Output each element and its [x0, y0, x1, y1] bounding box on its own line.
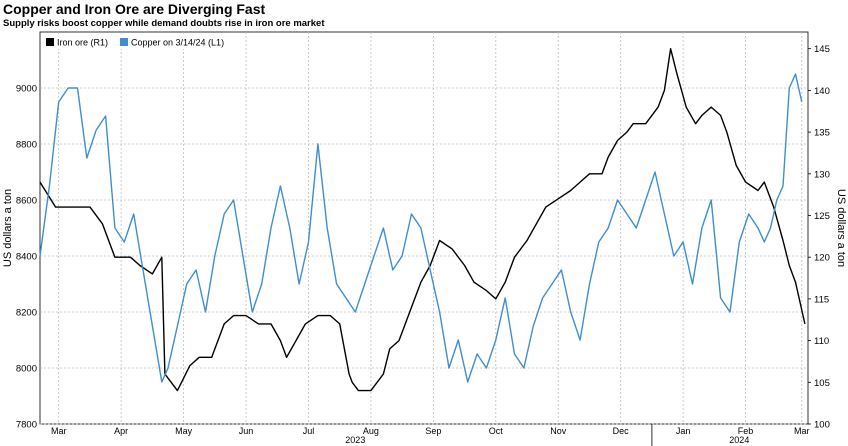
right-tick-label: 115	[814, 294, 829, 305]
month-tick-label: Apr	[114, 426, 128, 436]
right-tick-label: 125	[814, 211, 830, 222]
month-tick-label: Mar	[794, 426, 810, 436]
chart-title: Copper and Iron Ore are Diverging Fast	[3, 1, 266, 17]
right-tick-label: 100	[814, 420, 830, 431]
plot-area	[39, 31, 809, 425]
left-tick-label: 8600	[16, 196, 37, 207]
month-tick-label: Jan	[676, 426, 691, 436]
right-tick-label: 105	[814, 378, 830, 389]
left-axis-label: US dollars a ton	[2, 189, 14, 267]
month-tick-label: Sep	[425, 426, 441, 436]
month-tick-label: Jul	[303, 426, 315, 436]
month-tick-label: Aug	[363, 426, 379, 436]
month-tick-label: Dec	[613, 426, 630, 436]
left-tick-label: 8000	[16, 364, 37, 375]
month-tick-label: May	[175, 426, 193, 436]
legend-swatch-copper	[120, 38, 128, 46]
month-tick-label: Nov	[550, 426, 567, 436]
x-axis-ticks: Mar Apr May Jun Jul Aug Sep Oct Nov Dec Jan Feb Mar 2…	[51, 424, 810, 446]
right-tick-label: 110	[814, 336, 829, 347]
year-label: 2023	[345, 435, 365, 445]
left-tick-label: 8200	[16, 308, 37, 319]
left-tick-label: 8800	[16, 140, 37, 151]
chart-subtitle: Supply risks boost copper while demand d…	[3, 18, 325, 29]
legend-label-iron-ore: Iron ore (R1)	[57, 38, 108, 48]
legend-label-copper: Copper on 3/14/24 (L1)	[131, 38, 224, 48]
legend: Iron ore (R1) Copper on 3/14/24 (L1)	[42, 34, 230, 49]
right-axis-ticks: 100 105 110 115 120 125 130 135 140 145	[808, 44, 830, 431]
legend-box	[42, 34, 230, 49]
month-tick-label: Feb	[738, 426, 754, 436]
right-tick-label: 120	[814, 253, 830, 264]
right-tick-label: 130	[814, 169, 830, 180]
month-tick-label: Mar	[51, 426, 67, 436]
left-tick-label: 7800	[16, 420, 37, 431]
left-tick-label: 9000	[16, 84, 37, 95]
legend-swatch-iron-ore	[46, 38, 54, 46]
grid-lines	[40, 32, 808, 425]
right-tick-label: 135	[814, 128, 830, 139]
month-tick-label: Jun	[239, 426, 254, 436]
left-tick-label: 8400	[16, 252, 37, 263]
left-axis-ticks: 7800 8000 8200 8400 8600 8800 9000	[16, 84, 37, 431]
right-axis-label: US dollars a ton	[835, 189, 847, 267]
series-layer	[39, 48, 806, 392]
right-tick-label: 145	[814, 44, 830, 55]
right-tick-label: 140	[814, 86, 830, 97]
series-line-copper	[39, 73, 803, 383]
month-tick-label: Oct	[489, 426, 504, 436]
series-line-iron-ore	[39, 48, 806, 392]
year-label: 2024	[729, 435, 749, 445]
